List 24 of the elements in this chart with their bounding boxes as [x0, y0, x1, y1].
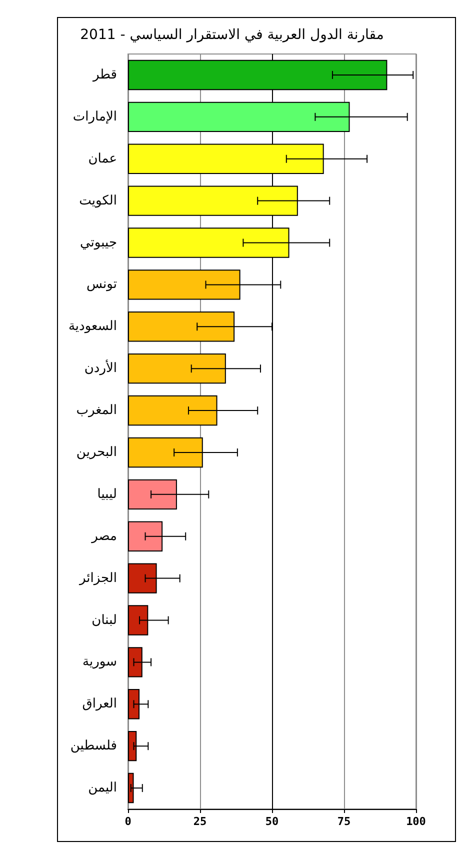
chart-title: مقارنة الدول العربية في الاستقرار السياسي - 2011	[79, 27, 385, 44]
y-tick-label: مصر	[90, 528, 117, 544]
y-tick-label: ليبيا	[97, 486, 117, 502]
y-tick-label: المغرب	[76, 403, 117, 418]
y-tick-label: سورية	[82, 654, 117, 670]
y-tick-label: اليمن	[88, 780, 117, 796]
y-tick-label: الأردن	[84, 359, 117, 376]
y-tick-label: السعودية	[68, 319, 117, 334]
y-tick-label: فلسطين	[70, 738, 117, 754]
y-tick-label: جيبوتي	[80, 235, 117, 250]
y-tick-label: لبنان	[92, 612, 117, 628]
y-tick-label: قطر	[92, 67, 117, 82]
y-tick-label: البحرين	[76, 444, 117, 460]
x-tick-label: 100	[406, 815, 426, 828]
y-tick-label: الإمارات	[72, 109, 117, 124]
x-tick-label: 50	[265, 815, 279, 828]
y-tick-label: الجزائر	[78, 570, 117, 586]
x-tick-label: 75	[337, 815, 351, 828]
y-tick-label: عمان	[88, 151, 117, 166]
x-tick-label: 0	[124, 815, 132, 828]
y-tick-label: الكويت	[79, 193, 117, 208]
y-tick-label: العراق	[82, 696, 117, 712]
x-tick-label: 25	[193, 815, 207, 828]
y-tick-label: تونس	[86, 277, 118, 292]
